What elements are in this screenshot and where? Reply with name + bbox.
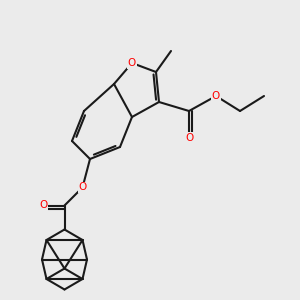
Text: O: O	[128, 58, 136, 68]
Text: O: O	[78, 182, 87, 193]
Text: O: O	[212, 91, 220, 101]
Text: O: O	[185, 133, 193, 143]
Text: O: O	[39, 200, 48, 211]
